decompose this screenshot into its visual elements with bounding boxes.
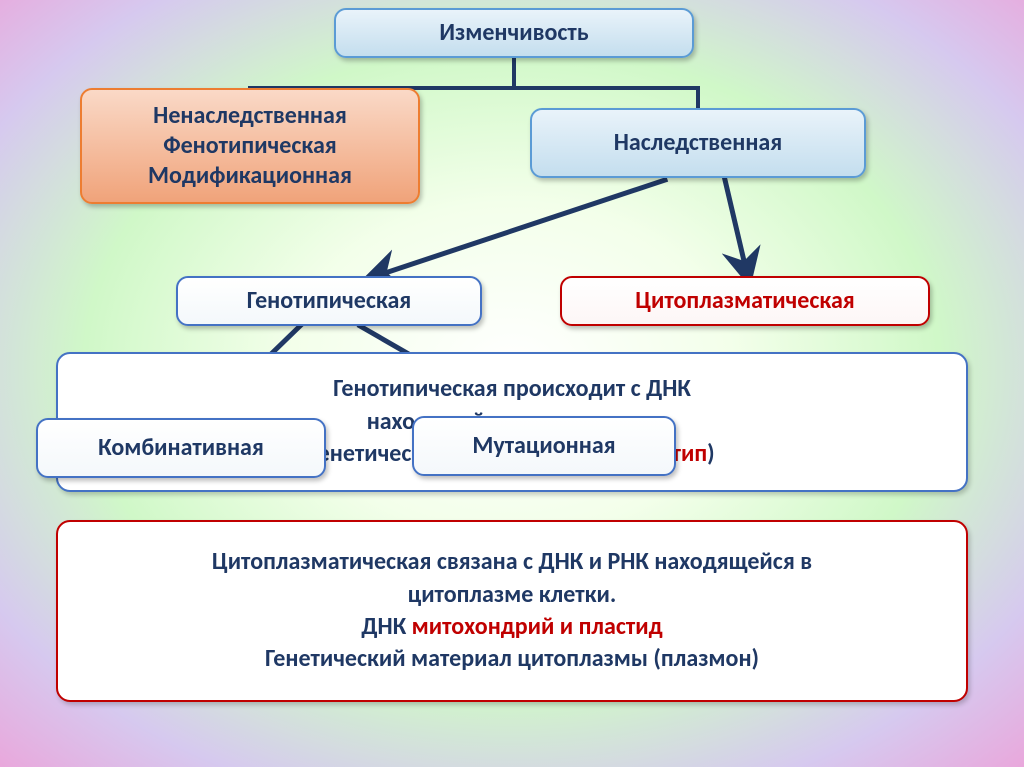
node-label: Мутационная bbox=[472, 431, 615, 461]
node-line3: Модификационная bbox=[148, 161, 352, 191]
panel-line3-red: митохондрий и пластид bbox=[412, 612, 663, 641]
panel-line4: Генетический материал цитоплазмы (плазмо… bbox=[265, 644, 759, 673]
node-mutational: Мутационная bbox=[412, 416, 676, 476]
node-label: Изменчивость bbox=[439, 18, 588, 48]
node-non-hereditary: Ненаследственная Фенотипическая Модифика… bbox=[80, 88, 420, 204]
panel-line1: Генотипическая происходит с ДНК bbox=[333, 374, 691, 403]
node-label: Генотипическая bbox=[247, 286, 412, 316]
node-label: Наследственная bbox=[614, 128, 782, 158]
node-combinative: Комбинативная bbox=[36, 418, 326, 478]
node-hereditary: Наследственная bbox=[530, 108, 866, 178]
node-line2: Фенотипическая bbox=[163, 131, 337, 161]
node-line1: Ненаследственная bbox=[153, 101, 347, 131]
panel-line3-prefix: ДНК bbox=[361, 612, 411, 641]
panel-line2: цитоплазме клетки. bbox=[408, 580, 617, 609]
node-variability-root: Изменчивость bbox=[334, 8, 694, 58]
node-label: Цитоплазматическая bbox=[635, 286, 855, 316]
panel-cytoplasmic-info: Цитоплазматическая связана с ДНК и РНК н… bbox=[56, 520, 968, 702]
panel-line1: Цитоплазматическая связана с ДНК и РНК н… bbox=[212, 547, 812, 576]
panel-line3-suffix: ) bbox=[707, 439, 714, 468]
node-genotypic: Генотипическая bbox=[176, 276, 482, 326]
node-label: Комбинативная bbox=[98, 433, 264, 463]
node-cytoplasmic: Цитоплазматическая bbox=[560, 276, 930, 326]
